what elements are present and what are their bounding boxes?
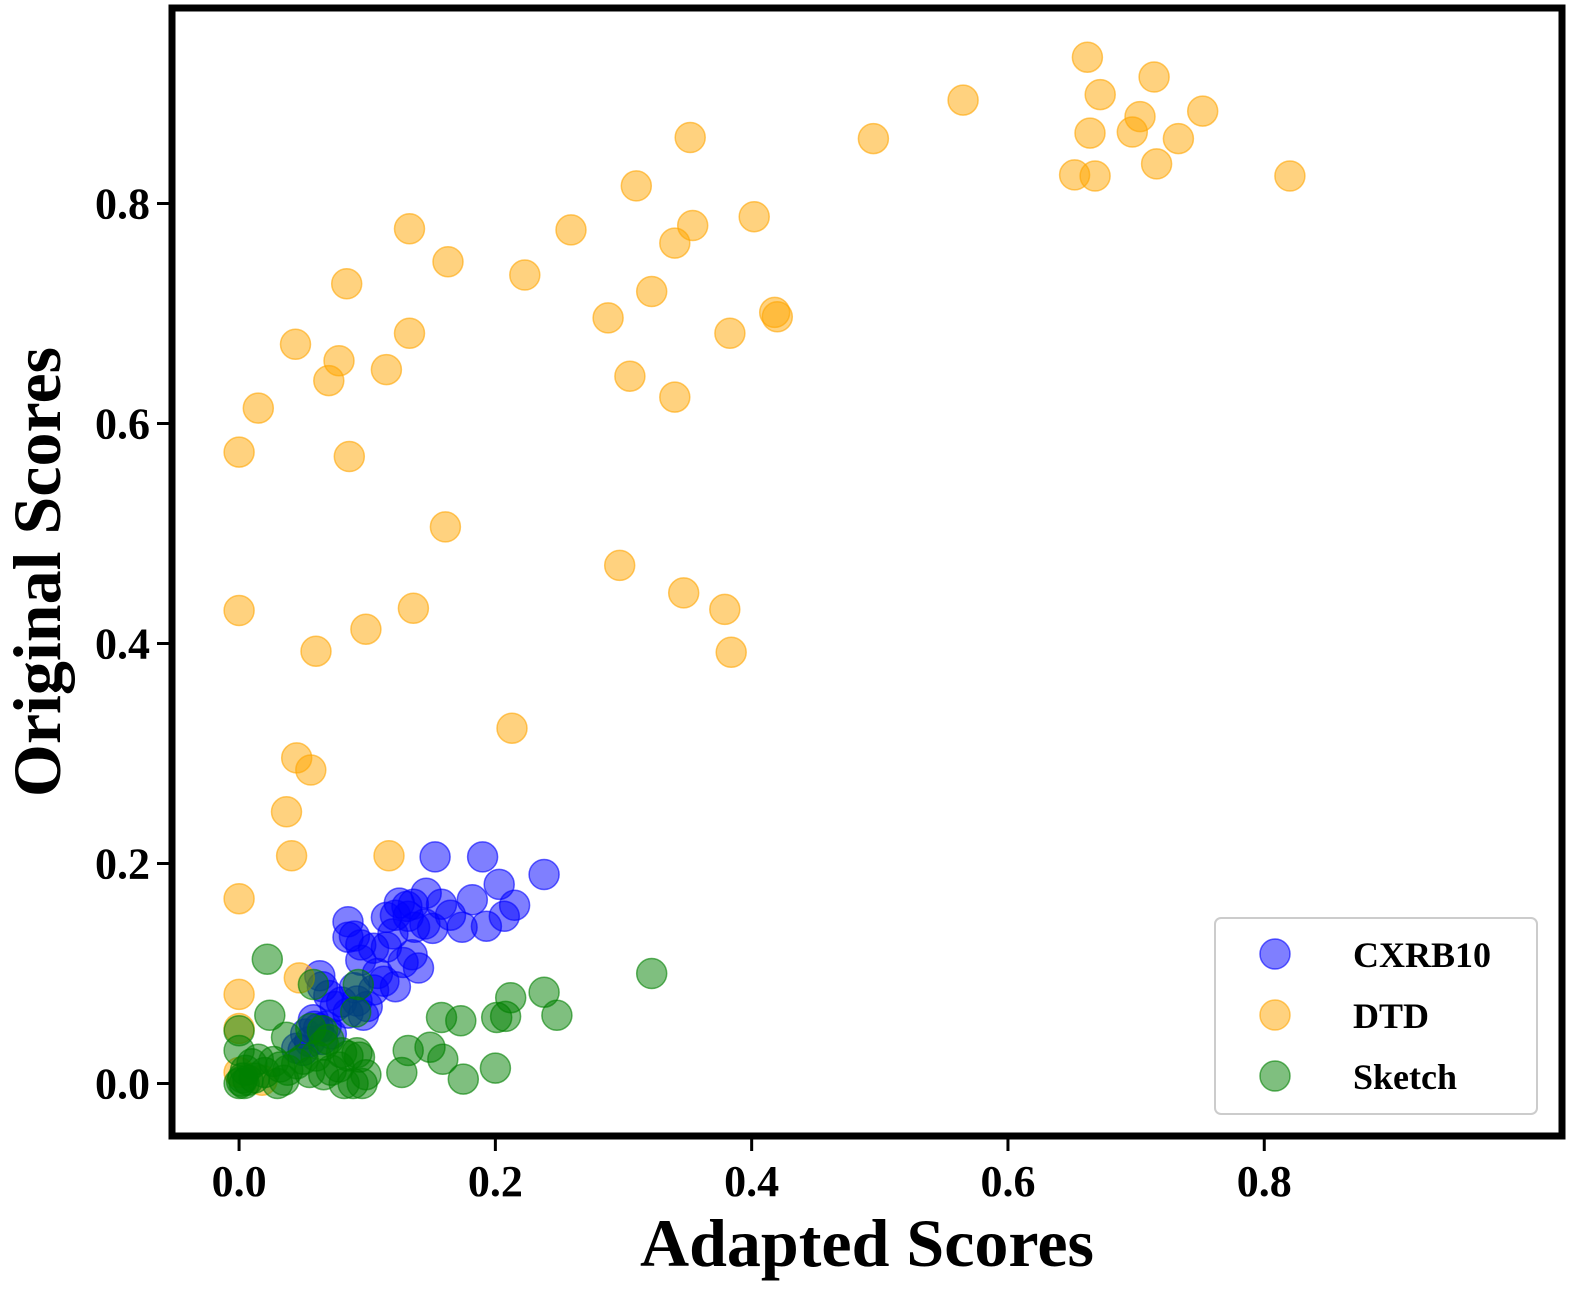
point-dtd — [674, 121, 706, 154]
plot-frame — [168, 4, 1566, 1140]
point-dtd — [1162, 122, 1195, 155]
point-dtd — [295, 754, 327, 786]
point-dtd — [1071, 41, 1104, 73]
point-dtd — [614, 360, 646, 392]
series-dtd — [223, 41, 1306, 1096]
y-tick-label: 0.6 — [95, 400, 150, 449]
point-sketch — [346, 1067, 378, 1100]
point-dtd — [275, 840, 308, 872]
point-dtd — [659, 227, 691, 259]
legend-box — [1214, 917, 1538, 1115]
point-dtd — [270, 796, 303, 828]
point-dtd — [714, 317, 746, 350]
point-sketch — [386, 1056, 418, 1089]
point-dtd — [223, 594, 255, 627]
points-layer — [223, 41, 1306, 1100]
legend-label-dtd: DTD — [1353, 996, 1429, 1036]
legend-marker-dtd — [1259, 999, 1291, 1031]
point-sketch — [342, 968, 375, 1001]
point-dtd — [857, 122, 890, 155]
point-cxrb10 — [456, 884, 489, 916]
point-dtd — [603, 549, 636, 582]
point-dtd — [373, 840, 405, 872]
point-sketch — [489, 1000, 522, 1033]
point-dtd — [635, 275, 668, 308]
point-dtd — [592, 302, 624, 334]
point-dtd — [555, 214, 587, 246]
point-sketch — [300, 1040, 332, 1072]
point-dtd — [1116, 116, 1149, 148]
point-dtd — [300, 635, 332, 667]
point-dtd — [432, 246, 464, 278]
y-tick-label: 0.2 — [95, 840, 150, 889]
point-dtd — [242, 392, 275, 424]
point-dtd — [397, 592, 430, 625]
point-dtd — [223, 436, 255, 468]
legend-label-sketch: Sketch — [1353, 1057, 1457, 1097]
point-dtd — [496, 712, 528, 744]
point-dtd — [667, 577, 700, 609]
point-dtd — [1274, 160, 1306, 192]
point-sketch — [445, 1005, 477, 1037]
x-tick-label: 0.8 — [1237, 1157, 1292, 1206]
x-tick-label: 0.0 — [212, 1157, 267, 1206]
y-tick-label: 0.0 — [95, 1060, 150, 1109]
point-sketch — [447, 1063, 480, 1095]
point-dtd — [393, 317, 426, 350]
point-dtd — [761, 301, 794, 333]
point-dtd — [659, 381, 691, 413]
point-dtd — [620, 170, 653, 202]
y-tick-label: 0.8 — [95, 180, 150, 229]
x-tick-label: 0.4 — [724, 1157, 779, 1206]
point-dtd — [429, 511, 462, 543]
legend: CXRB10 DTD Sketch — [1214, 917, 1538, 1115]
point-dtd — [1074, 117, 1106, 149]
point-dtd — [1079, 160, 1111, 192]
legend-entries: CXRB10 DTD Sketch — [1259, 935, 1491, 1097]
point-dtd — [350, 613, 382, 645]
point-cxrb10 — [419, 841, 451, 873]
point-dtd — [223, 882, 255, 915]
point-dtd — [370, 353, 403, 386]
point-dtd — [313, 364, 345, 397]
series-sketch — [223, 943, 668, 1100]
point-sketch — [251, 943, 284, 975]
point-dtd — [330, 268, 363, 300]
legend-marker-cxrb10 — [1259, 938, 1291, 970]
point-sketch — [635, 957, 668, 990]
point-sketch — [254, 999, 286, 1032]
point-sketch — [261, 1067, 294, 1100]
point-dtd — [1140, 148, 1173, 180]
point-dtd — [709, 593, 741, 626]
point-dtd — [279, 328, 312, 361]
point-dtd — [715, 636, 747, 669]
y-axis-label: Original Scores — [0, 347, 75, 797]
point-dtd — [393, 213, 426, 245]
point-cxrb10 — [402, 952, 435, 984]
point-dtd — [1084, 78, 1116, 111]
point-cxrb10 — [528, 858, 560, 891]
point-sketch — [339, 996, 372, 1028]
x-axis-label: Adapted Scores — [640, 1205, 1094, 1281]
point-dtd — [223, 978, 255, 1011]
legend-marker-sketch — [1259, 1060, 1291, 1092]
x-tick-label: 0.6 — [980, 1157, 1035, 1206]
legend-label-cxrb10: CXRB10 — [1353, 935, 1491, 975]
y-tick-label: 0.4 — [95, 620, 150, 669]
y-axis: 0.0 0.2 0.4 0.6 0.8 — [95, 180, 169, 1109]
x-tick-label: 0.2 — [468, 1157, 523, 1206]
point-dtd — [947, 84, 979, 116]
point-dtd — [738, 200, 770, 233]
point-dtd — [333, 440, 366, 473]
point-dtd — [1138, 61, 1170, 93]
point-sketch — [297, 968, 330, 1001]
point-sketch — [427, 1043, 459, 1076]
point-sketch — [541, 999, 573, 1032]
point-dtd — [1186, 95, 1219, 127]
x-axis: 0.0 0.2 0.4 0.6 0.8 — [212, 1139, 1292, 1206]
point-dtd — [509, 259, 541, 291]
point-sketch — [479, 1052, 512, 1084]
point-cxrb10 — [466, 841, 499, 873]
